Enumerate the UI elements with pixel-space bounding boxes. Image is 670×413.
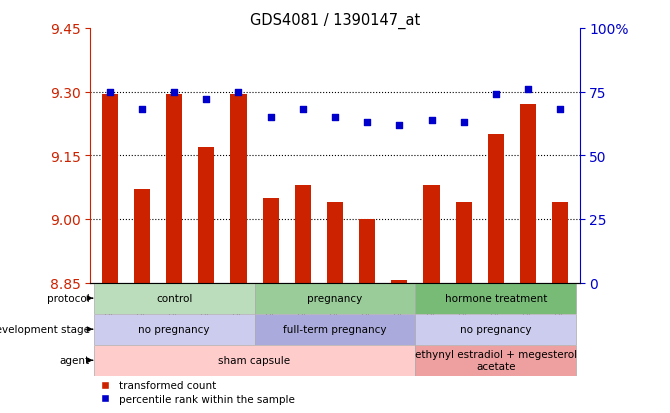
- Point: [555, 107, 565, 114]
- Point: [426, 117, 437, 123]
- Point: [394, 122, 405, 129]
- Text: development stage: development stage: [0, 324, 90, 335]
- Bar: [415, 283, 576, 314]
- Bar: [295, 185, 311, 283]
- Bar: [94, 345, 415, 376]
- Bar: [415, 345, 576, 376]
- Point: [137, 107, 147, 114]
- Text: protocol: protocol: [47, 293, 90, 304]
- Bar: [327, 202, 343, 283]
- Text: no pregnancy: no pregnancy: [460, 324, 531, 335]
- Bar: [255, 283, 415, 314]
- Bar: [255, 314, 415, 345]
- Bar: [423, 185, 440, 283]
- Bar: [552, 202, 568, 283]
- Point: [105, 89, 115, 96]
- Bar: [94, 314, 255, 345]
- Bar: [415, 314, 576, 345]
- Text: ethynyl estradiol + megesterol
acetate: ethynyl estradiol + megesterol acetate: [415, 349, 577, 371]
- Bar: [263, 198, 279, 283]
- Bar: [134, 190, 150, 283]
- Point: [297, 107, 308, 114]
- Point: [201, 97, 212, 103]
- Bar: [166, 95, 182, 283]
- Bar: [359, 219, 375, 283]
- Point: [523, 87, 533, 93]
- Bar: [520, 105, 536, 283]
- Point: [458, 120, 469, 126]
- Legend: transformed count, percentile rank within the sample: transformed count, percentile rank withi…: [96, 376, 299, 408]
- Bar: [102, 95, 118, 283]
- Text: control: control: [156, 293, 192, 304]
- Bar: [391, 280, 407, 283]
- Point: [233, 89, 244, 96]
- Bar: [198, 147, 214, 283]
- Point: [330, 114, 340, 121]
- Point: [490, 92, 501, 98]
- Text: full-term pregnancy: full-term pregnancy: [283, 324, 387, 335]
- Point: [362, 120, 373, 126]
- Bar: [456, 202, 472, 283]
- Point: [265, 114, 276, 121]
- Bar: [230, 95, 247, 283]
- Bar: [488, 135, 504, 283]
- Bar: [94, 283, 255, 314]
- Text: pregnancy: pregnancy: [308, 293, 362, 304]
- Text: hormone treatment: hormone treatment: [445, 293, 547, 304]
- Text: sham capsule: sham capsule: [218, 355, 291, 366]
- Text: agent: agent: [60, 355, 90, 366]
- Text: no pregnancy: no pregnancy: [139, 324, 210, 335]
- Title: GDS4081 / 1390147_at: GDS4081 / 1390147_at: [250, 13, 420, 29]
- Point: [169, 89, 180, 96]
